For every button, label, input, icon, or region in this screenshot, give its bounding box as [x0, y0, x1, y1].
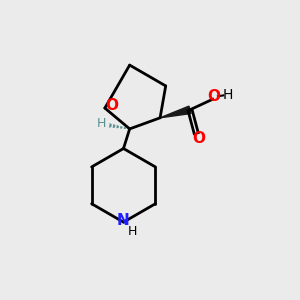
Text: O: O [192, 131, 205, 146]
Polygon shape [120, 126, 122, 129]
Text: H: H [128, 225, 138, 238]
Text: H: H [223, 88, 233, 102]
Text: O: O [208, 89, 220, 104]
Polygon shape [124, 127, 126, 129]
Text: N: N [117, 213, 130, 228]
Polygon shape [160, 106, 191, 118]
Polygon shape [128, 128, 130, 129]
Text: H: H [97, 117, 106, 130]
Polygon shape [112, 124, 116, 128]
Polygon shape [109, 123, 112, 128]
Text: O: O [106, 98, 119, 113]
Polygon shape [116, 125, 119, 128]
